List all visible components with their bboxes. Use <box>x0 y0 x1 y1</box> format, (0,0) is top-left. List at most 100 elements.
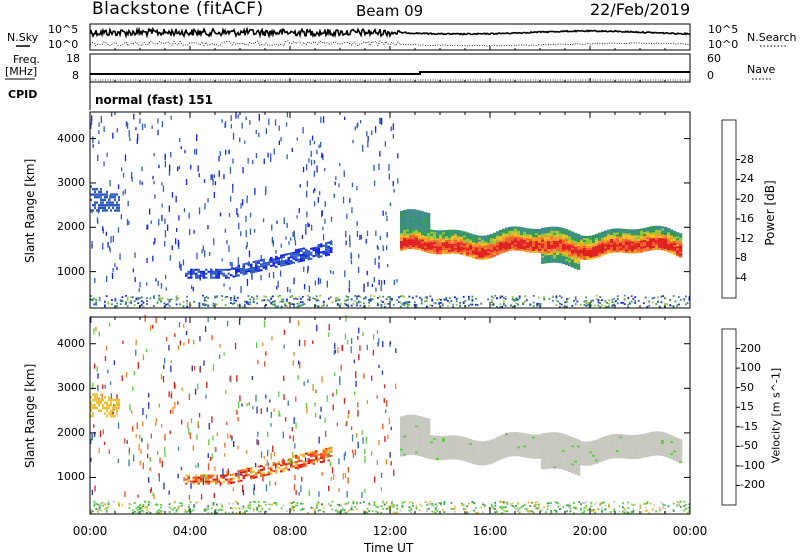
heatmap-cell <box>214 509 216 511</box>
heatmap-cell <box>274 502 276 504</box>
heatmap-cell <box>589 248 592 250</box>
heatmap-cell <box>619 511 621 513</box>
heatmap-cell <box>538 229 541 231</box>
heatmap-cell <box>454 449 457 451</box>
heatmap-cell <box>550 510 552 512</box>
heatmap-cell <box>304 509 306 511</box>
heatmap-cell <box>460 450 463 452</box>
heatmap-cell <box>213 273 216 275</box>
heatmap-cell <box>133 269 134 273</box>
heatmap-cell <box>400 437 403 439</box>
heatmap-cell <box>430 451 433 453</box>
heatmap-cell <box>493 297 495 299</box>
heatmap-cell <box>185 479 188 481</box>
heatmap-cell <box>205 479 208 481</box>
heatmap-cell <box>275 250 276 254</box>
heatmap-cell <box>598 239 601 241</box>
heatmap-cell <box>607 242 610 244</box>
heatmap-cell <box>343 197 344 204</box>
heatmap-cell <box>442 248 445 250</box>
heatmap-cell <box>421 455 424 457</box>
heatmap-cell <box>288 259 291 261</box>
heatmap-cell <box>273 264 276 266</box>
heatmap-cell <box>206 507 208 509</box>
heatmap-cell <box>673 441 676 443</box>
heatmap-cell <box>631 235 634 237</box>
heatmap-cell <box>571 449 574 451</box>
heatmap-cell <box>594 305 596 307</box>
heatmap-cell <box>466 456 469 458</box>
heatmap-cell <box>152 256 153 262</box>
heatmap-cell <box>520 241 523 243</box>
heatmap-cell <box>278 263 281 265</box>
heatmap-cell <box>143 306 145 308</box>
heatmap-cell <box>412 219 415 221</box>
heatmap-cell <box>490 458 493 460</box>
heatmap-cell <box>260 265 263 267</box>
heatmap-cell <box>571 246 574 248</box>
heatmap-cell <box>288 257 291 259</box>
heatmap-cell <box>427 449 430 451</box>
heatmap-cell <box>640 241 643 243</box>
heatmap-cell <box>207 198 208 202</box>
heatmap-cell <box>676 252 679 254</box>
heatmap-cell <box>556 444 559 446</box>
heatmap-cell <box>554 509 556 511</box>
heatmap-cell <box>499 248 502 250</box>
heatmap-cell <box>238 223 239 230</box>
heatmap-cell <box>436 234 439 236</box>
heatmap-cell <box>589 252 592 254</box>
heatmap-cell <box>300 305 302 307</box>
heatmap-cell <box>235 275 238 277</box>
heatmap-cell <box>445 438 448 440</box>
heatmap-cell <box>430 453 433 455</box>
heatmap-cell <box>565 461 568 463</box>
heatmap-cell <box>386 400 387 407</box>
heatmap-cell <box>505 435 508 437</box>
heatmap-cell <box>583 242 586 244</box>
heatmap-cell <box>589 451 592 453</box>
heatmap-cell <box>412 415 415 417</box>
heatmap-cell <box>586 240 589 242</box>
heatmap-cell <box>225 512 227 514</box>
heatmap-cell <box>553 255 556 257</box>
heatmap-cell <box>571 260 574 262</box>
heatmap-cell <box>328 298 330 300</box>
heatmap-cell <box>561 297 563 299</box>
heatmap-cell <box>273 408 274 411</box>
heatmap-cell <box>628 453 631 455</box>
heatmap-cell <box>619 446 622 448</box>
heatmap-cell <box>478 256 481 258</box>
heatmap-cell <box>409 439 412 441</box>
heatmap-cell <box>305 255 308 257</box>
heatmap-cell <box>198 481 201 483</box>
heatmap-cell <box>553 464 556 466</box>
heatmap-cell <box>580 252 583 254</box>
heatmap-cell <box>318 503 320 505</box>
heatmap-cell <box>594 512 596 514</box>
heatmap-cell <box>556 251 559 253</box>
heatmap-cell <box>592 453 595 455</box>
heatmap-cell <box>262 508 264 510</box>
heatmap-cell <box>116 207 118 209</box>
heatmap-cell <box>616 440 619 442</box>
heatmap-cell <box>92 510 94 512</box>
heatmap-cell <box>459 305 461 307</box>
heatmap-cell <box>574 257 577 259</box>
heatmap-cell <box>169 503 171 505</box>
heatmap-cell <box>544 451 547 453</box>
heatmap-cell <box>228 503 230 505</box>
heatmap-cell <box>296 215 297 218</box>
heatmap-cell <box>613 245 616 247</box>
heatmap-cell <box>580 238 583 240</box>
heatmap-cell <box>293 254 296 256</box>
heatmap-cell <box>215 274 216 278</box>
heatmap-cell <box>203 277 206 279</box>
heatmap-cell <box>433 302 435 304</box>
heatmap-cell <box>412 419 415 421</box>
heatmap-cell <box>210 475 213 477</box>
heatmap-cell <box>95 304 97 306</box>
heatmap-cell <box>640 251 643 253</box>
heatmap-cell <box>234 295 236 297</box>
heatmap-cell <box>505 296 507 298</box>
